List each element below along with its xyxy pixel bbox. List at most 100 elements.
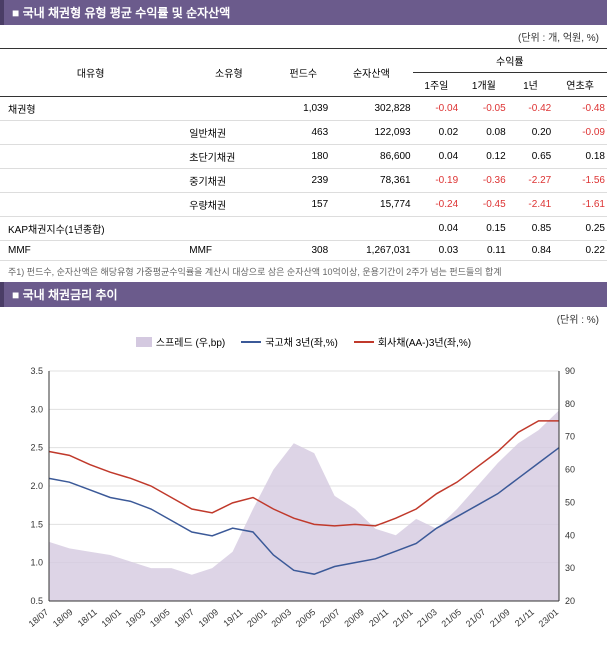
rate-chart: 0.51.01.52.02.53.03.5203040506070809018/… <box>9 361 599 641</box>
table-cell: 0.08 <box>460 121 508 145</box>
svg-text:20/05: 20/05 <box>293 607 317 629</box>
svg-text:90: 90 <box>565 366 575 376</box>
table-cell: 0.18 <box>553 145 607 169</box>
svg-text:19/05: 19/05 <box>148 607 172 629</box>
svg-text:19/09: 19/09 <box>196 607 220 629</box>
table-cell: -1.56 <box>553 169 607 193</box>
svg-text:30: 30 <box>565 563 575 573</box>
svg-text:20/11: 20/11 <box>367 607 390 629</box>
th-nav: 순자산액 <box>330 49 412 97</box>
table-cell: -0.42 <box>508 97 554 121</box>
table-cell <box>0 193 181 217</box>
table-cell: 1,039 <box>276 97 330 121</box>
chart-unit: (단위 : %) <box>0 307 607 330</box>
table-row: 우량채권15715,774-0.24-0.45-2.41-1.61 <box>0 193 607 217</box>
table-cell <box>181 217 276 241</box>
table-cell: -0.36 <box>460 169 508 193</box>
table-cell: MMF <box>0 241 181 261</box>
th-1w: 1주일 <box>413 73 461 97</box>
table-cell: 157 <box>276 193 330 217</box>
table-cell: 78,361 <box>330 169 412 193</box>
svg-text:21/09: 21/09 <box>488 607 512 629</box>
table-cell: 중기채권 <box>181 169 276 193</box>
returns-table: 대유형 소유형 펀드수 순자산액 수익률 1주일 1개월 1년 연초후 채권형1… <box>0 48 607 261</box>
table-unit: (단위 : 개, 억원, %) <box>0 25 607 48</box>
table-cell: 0.25 <box>553 217 607 241</box>
table-cell <box>181 97 276 121</box>
table-cell: 일반채권 <box>181 121 276 145</box>
table-cell: 0.02 <box>413 121 461 145</box>
table-cell: 0.04 <box>413 217 461 241</box>
svg-text:60: 60 <box>565 465 575 475</box>
th-cat1: 대유형 <box>0 49 181 97</box>
table-cell: -1.61 <box>553 193 607 217</box>
svg-text:40: 40 <box>565 530 575 540</box>
table-footnote: 주1) 펀드수, 순자산액은 해당유형 가중평균수익률을 계산시 대상으로 삼은… <box>0 261 607 282</box>
svg-text:23/01: 23/01 <box>536 607 560 629</box>
svg-text:2.0: 2.0 <box>30 481 43 491</box>
table-row: 채권형1,039302,828-0.04-0.05-0.42-0.48 <box>0 97 607 121</box>
svg-text:18/11: 18/11 <box>75 607 98 629</box>
svg-text:20/07: 20/07 <box>318 607 342 629</box>
svg-text:20/01: 20/01 <box>245 607 269 629</box>
th-returns: 수익률 <box>413 49 607 73</box>
table-row: 일반채권463122,0930.020.080.20-0.09 <box>0 121 607 145</box>
table-cell <box>0 121 181 145</box>
table-cell: 86,600 <box>330 145 412 169</box>
table-cell <box>330 217 412 241</box>
table-row: 초단기채권18086,6000.040.120.650.18 <box>0 145 607 169</box>
legend-corp: 회사채(AA-)3년(좌,%) <box>354 334 471 349</box>
table-cell: 122,093 <box>330 121 412 145</box>
legend-spread-label: 스프레드 (우,bp) <box>156 334 225 349</box>
th-ytd: 연초후 <box>553 73 607 97</box>
table-cell: -0.19 <box>413 169 461 193</box>
legend-corp-label: 회사채(AA-)3년(좌,%) <box>378 334 471 349</box>
table-cell <box>276 217 330 241</box>
table-cell <box>0 169 181 193</box>
table-cell: 0.03 <box>413 241 461 261</box>
table-cell: -0.48 <box>553 97 607 121</box>
table-row: 중기채권23978,361-0.19-0.36-2.27-1.56 <box>0 169 607 193</box>
legend-spread-swatch <box>136 337 152 347</box>
legend-ktb-line <box>241 341 261 343</box>
svg-text:21/01: 21/01 <box>390 607 414 629</box>
svg-text:19/11: 19/11 <box>221 607 244 629</box>
table-cell: 180 <box>276 145 330 169</box>
table-row: MMFMMF3081,267,0310.030.110.840.22 <box>0 241 607 261</box>
table-cell: 239 <box>276 169 330 193</box>
table-cell: -2.41 <box>508 193 554 217</box>
svg-text:3.5: 3.5 <box>30 366 43 376</box>
table-cell: 초단기채권 <box>181 145 276 169</box>
svg-text:21/11: 21/11 <box>512 607 535 629</box>
svg-text:20: 20 <box>565 596 575 606</box>
table-cell <box>0 145 181 169</box>
svg-text:70: 70 <box>565 432 575 442</box>
table-cell: 302,828 <box>330 97 412 121</box>
svg-text:21/05: 21/05 <box>439 607 463 629</box>
svg-text:19/03: 19/03 <box>123 607 147 629</box>
table-section-title: ■ 국내 채권형 유형 평균 수익률 및 순자산액 <box>0 0 607 25</box>
table-cell: 0.84 <box>508 241 554 261</box>
legend-spread: 스프레드 (우,bp) <box>136 334 225 349</box>
table-cell: 0.65 <box>508 145 554 169</box>
svg-text:21/03: 21/03 <box>415 607 439 629</box>
table-row: KAP채권지수(1년종합)0.040.150.850.25 <box>0 217 607 241</box>
svg-text:1.5: 1.5 <box>30 519 43 529</box>
table-cell: -0.05 <box>460 97 508 121</box>
chart-section-title: ■ 국내 채권금리 추이 <box>0 282 607 307</box>
table-cell: -0.45 <box>460 193 508 217</box>
legend-corp-line <box>354 341 374 343</box>
th-1y: 1년 <box>508 73 554 97</box>
svg-text:2.5: 2.5 <box>30 443 43 453</box>
table-cell: KAP채권지수(1년종합) <box>0 217 181 241</box>
table-cell: 308 <box>276 241 330 261</box>
svg-text:50: 50 <box>565 497 575 507</box>
svg-text:18/07: 18/07 <box>26 607 50 629</box>
table-cell: -0.24 <box>413 193 461 217</box>
svg-text:20/03: 20/03 <box>269 607 293 629</box>
table-cell: MMF <box>181 241 276 261</box>
svg-text:1.0: 1.0 <box>30 558 43 568</box>
table-cell: 0.04 <box>413 145 461 169</box>
table-cell: -0.04 <box>413 97 461 121</box>
th-cat2: 소유형 <box>181 49 276 97</box>
